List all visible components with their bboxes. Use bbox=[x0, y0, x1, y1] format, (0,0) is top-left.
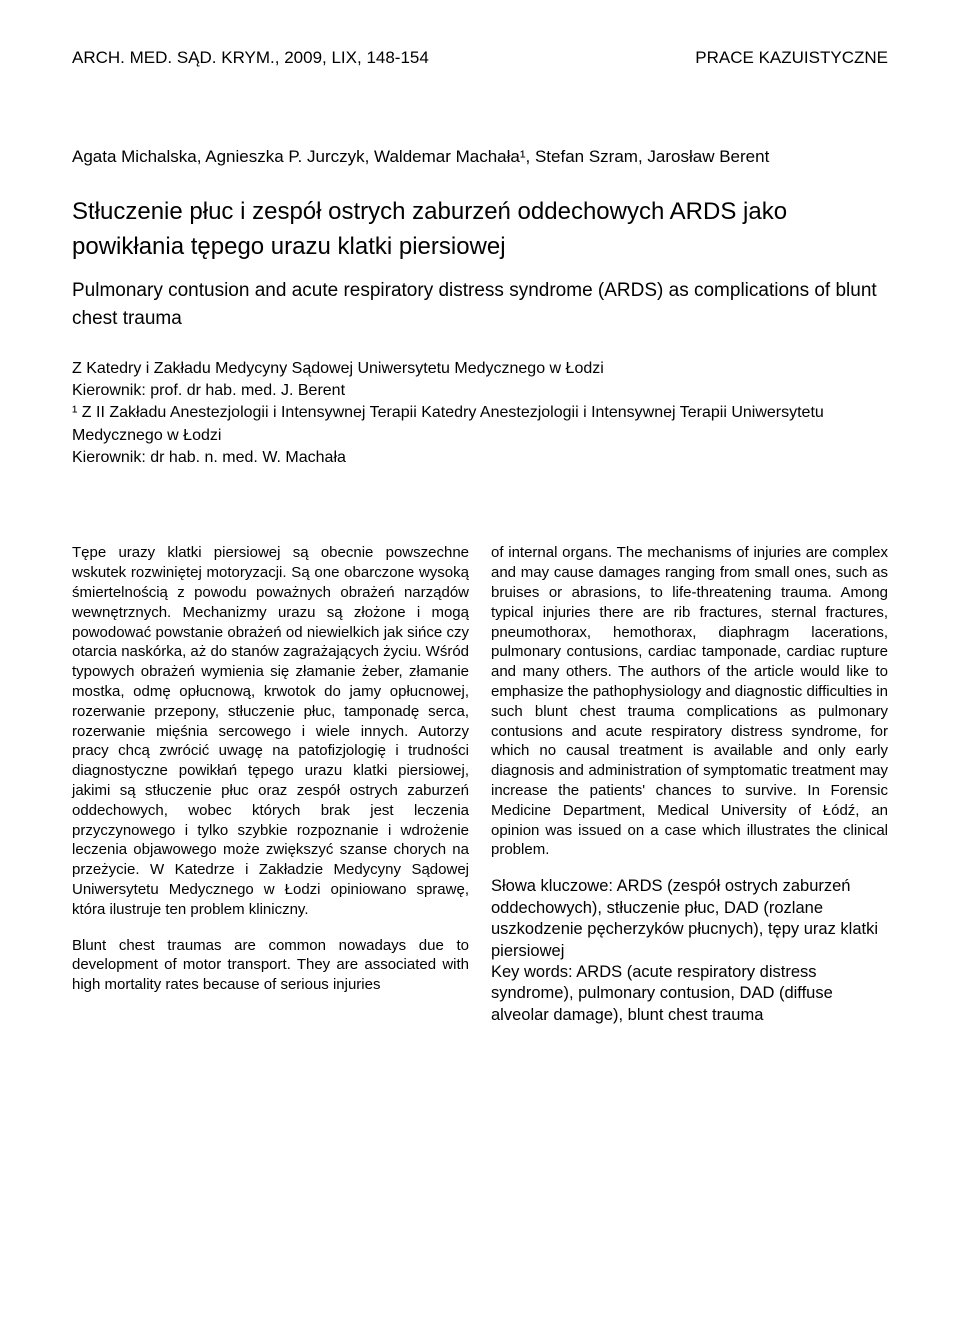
body-columns: Tępe urazy klatki piersiowej są obecnie … bbox=[72, 543, 888, 1026]
abstract-en-start: Blunt chest traumas are common nowadays … bbox=[72, 936, 469, 995]
title-english: Pulmonary contusion and acute respirator… bbox=[72, 277, 888, 334]
abstract-pl: Tępe urazy klatki piersiowej są obecnie … bbox=[72, 543, 469, 919]
right-column: of internal organs. The mechanisms of in… bbox=[491, 543, 888, 1026]
affil-line: Kierownik: prof. dr hab. med. J. Berent bbox=[72, 380, 888, 402]
title-polish: Stłuczenie płuc i zespół ostrych zaburze… bbox=[72, 195, 888, 265]
keywords-pl: Słowa kluczowe: ARDS (zespół ostrych zab… bbox=[491, 876, 888, 962]
header-left: ARCH. MED. SĄD. KRYM., 2009, LIX, 148-15… bbox=[72, 48, 429, 68]
affiliations-block: Z Katedry i Zakładu Medycyny Sądowej Uni… bbox=[72, 358, 888, 470]
affil-line: Z Katedry i Zakładu Medycyny Sądowej Uni… bbox=[72, 358, 888, 380]
header-right: PRACE KAZUISTYCZNE bbox=[695, 48, 888, 68]
left-column: Tępe urazy klatki piersiowej są obecnie … bbox=[72, 543, 469, 1026]
authors: Agata Michalska, Agnieszka P. Jurczyk, W… bbox=[72, 146, 888, 169]
running-header: ARCH. MED. SĄD. KRYM., 2009, LIX, 148-15… bbox=[72, 48, 888, 68]
affil-line: ¹ Z II Zakładu Anestezjologii i Intensyw… bbox=[72, 402, 888, 447]
keywords-en: Key words: ARDS (acute respiratory distr… bbox=[491, 962, 888, 1026]
abstract-en-cont: of internal organs. The mechanisms of in… bbox=[491, 543, 888, 860]
affil-line: Kierownik: dr hab. n. med. W. Machała bbox=[72, 447, 888, 469]
